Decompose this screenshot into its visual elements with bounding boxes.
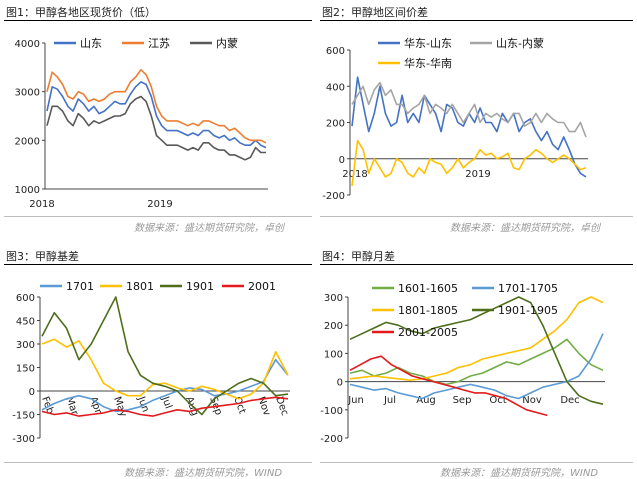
fig3-series-line: [41, 358, 289, 413]
fig3-y-tick-label: 450: [16, 317, 35, 328]
fig1-y-tick-label: 4000: [15, 39, 40, 50]
fig3-y-tick-label: 0: [29, 387, 35, 398]
fig2-y-tick-label: 0: [339, 155, 345, 166]
fig3-series-line: [41, 296, 289, 416]
fig4-x-tick-label: Aug: [416, 395, 436, 406]
fig3-y-tick-label: -150: [12, 411, 35, 422]
fig4-y-tick-label: -100: [320, 406, 343, 417]
fig2-bottom-rule: [320, 216, 633, 217]
fig3-top-rule: [4, 264, 312, 265]
fig4-y-tick-label: 0: [337, 378, 343, 389]
fig1-title: 图1：甲醇各地区现货价（低）: [6, 6, 156, 19]
fig1-x-tick-label: 2018: [29, 199, 54, 210]
fig4-series-line: [349, 338, 604, 386]
fig1-y-tick-label: 3000: [15, 88, 40, 99]
fig4-legend-label: 1801-1805: [398, 304, 458, 317]
fig2-y-tick-label: -200: [322, 191, 345, 202]
fig3-x-tick-label: May: [111, 395, 128, 418]
fig1-bottom-rule: [4, 216, 312, 217]
fig3-y-tick-label: -300: [12, 434, 35, 445]
fig3-source: 数据来源：盛达期货研究院，WIND: [124, 468, 283, 479]
fig4-y-tick-label: 100: [324, 349, 343, 360]
fig4-source: 数据来源：盛达期货研究院，WIND: [440, 468, 599, 479]
fig3-legend-label: 1901: [186, 280, 214, 293]
fig1-legend-label: 山东: [80, 37, 102, 50]
fig2-legend-label: 华东-山东: [404, 36, 452, 50]
fig4-legend-label: 1601-1605: [398, 282, 458, 295]
fig1-top-rule: [4, 20, 312, 21]
fig4-series-line: [349, 296, 604, 382]
fig2-legend-label: 山东-内蒙: [496, 36, 544, 50]
fig2-legend-label: 华东-华南: [404, 56, 452, 70]
fig4-y-tick-label: -200: [320, 434, 343, 445]
fig3-title: 图3：甲醇基差: [6, 250, 79, 263]
fig1-series-line: [46, 69, 267, 144]
fig1-series-line: [46, 95, 266, 161]
fig4-series-line: [349, 355, 548, 417]
fig4-x-tick-label: Nov: [522, 395, 542, 406]
fig3-legend-label: 1801: [126, 280, 154, 293]
fig2-top-rule: [320, 20, 633, 21]
fig4-legend-label: 1701-1705: [498, 282, 558, 295]
fig4-x-tick-label: Jun: [347, 395, 364, 406]
fig2-series-line: [351, 139, 587, 186]
fig1-series-line: [46, 81, 267, 149]
fig1-source: 数据来源：盛达期货研究院，卓创: [134, 223, 284, 234]
fig1-x-tick-label: 2019: [147, 199, 172, 210]
fig2-series-line: [351, 81, 587, 138]
fig4-y-tick-label: 200: [324, 321, 343, 332]
fig2-y-tick-label: 400: [326, 82, 345, 93]
fig4-top-rule: [320, 264, 633, 265]
fig4-legend-label: 2001-2005: [398, 326, 458, 339]
fig4-title: 图4：甲醇月差: [322, 250, 395, 263]
fig3-legend-label: 2001: [248, 280, 276, 293]
fig1-legend-label: 江苏: [148, 37, 170, 50]
fig4-x-tick-label: Sep: [453, 395, 472, 406]
fig3-bottom-rule: [4, 462, 312, 463]
fig4-series-line: [349, 333, 604, 400]
fig4-series-line: [349, 296, 604, 405]
fig4-bottom-rule: [320, 462, 633, 463]
fig3-y-tick-label: 600: [16, 293, 35, 304]
fig2-y-tick-label: 600: [326, 46, 345, 57]
fig4-legend-label: 1901-1905: [498, 304, 558, 317]
fig3-series-line: [41, 396, 289, 417]
fig3-x-tick-label: Jul: [159, 394, 174, 410]
fig4-y-tick-label: 300: [324, 293, 343, 304]
fig4-x-tick-label: Dec: [560, 395, 579, 406]
fig2-title: 图2：甲醇地区间价差: [322, 6, 428, 19]
fig4-x-tick-label: Jul: [383, 395, 396, 406]
fig4-x-tick-label: Oct: [489, 395, 506, 406]
fig1-legend-label: 内蒙: [216, 36, 238, 50]
fig3-legend-label: 1701: [66, 280, 94, 293]
fig2-x-tick-label: 2018: [342, 169, 367, 180]
fig3-y-tick-label: 150: [16, 364, 35, 375]
fig1-y-tick-label: 2000: [15, 136, 40, 147]
fig1-y-tick-label: 1000: [15, 185, 40, 196]
fig2-x-tick-label: 2019: [465, 169, 490, 180]
fig3-y-tick-label: 300: [16, 340, 35, 351]
fig3-x-tick-label: Jun: [135, 394, 151, 413]
fig2-source: 数据来源：盛达期货研究院，卓创: [450, 223, 600, 234]
fig2-y-tick-label: 200: [326, 119, 345, 130]
fig3-series-line: [41, 338, 289, 400]
